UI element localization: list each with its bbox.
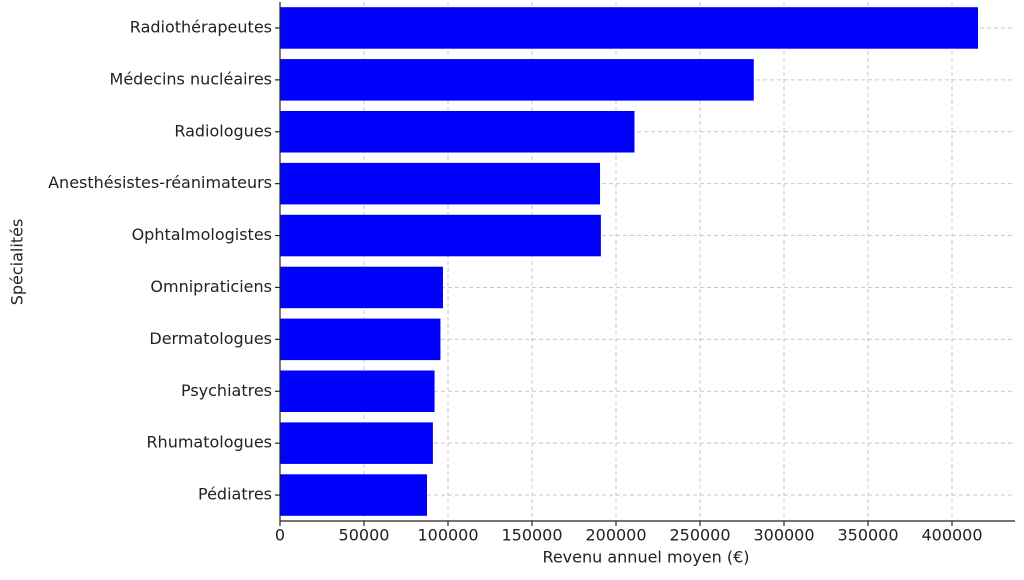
bar [280,110,635,153]
x-tick-label: 400000 [921,526,982,545]
bar [280,214,601,257]
bar [280,59,754,101]
y-tick-label: Psychiatres [181,381,272,400]
x-tick-label: 200000 [585,526,646,545]
bar [280,370,435,413]
y-tick-label: Médecins nucléaires [110,69,272,88]
y-tick-label: Anesthésistes-réanimateurs [48,173,272,192]
bar [280,422,433,464]
x-tick-label: 100000 [417,526,478,545]
x-tick-label: 0 [275,526,285,545]
y-tick-label: Dermatologues [149,329,272,348]
x-tick-label: 150000 [501,526,562,545]
x-axis-title: Revenu annuel moyen (€) [542,548,749,567]
y-tick-label: Omnipraticiens [150,277,272,296]
y-tick-label: Pédiatres [198,485,272,504]
y-tick-label: Ophtalmologistes [132,225,272,244]
y-tick-label: Rhumatologues [146,433,272,452]
y-axis-title: Spécialités [8,219,27,306]
y-tick-label: Radiologues [174,121,272,140]
x-tick-label: 250000 [669,526,730,545]
bar [280,318,441,361]
bar [280,162,601,205]
bar [280,474,427,516]
bar [280,7,979,49]
x-tick-label: 300000 [753,526,814,545]
y-tick-label: Radiothérapeutes [130,17,272,36]
x-tick-label: 350000 [837,526,898,545]
bar [280,266,443,309]
x-tick-label: 50000 [339,526,390,545]
